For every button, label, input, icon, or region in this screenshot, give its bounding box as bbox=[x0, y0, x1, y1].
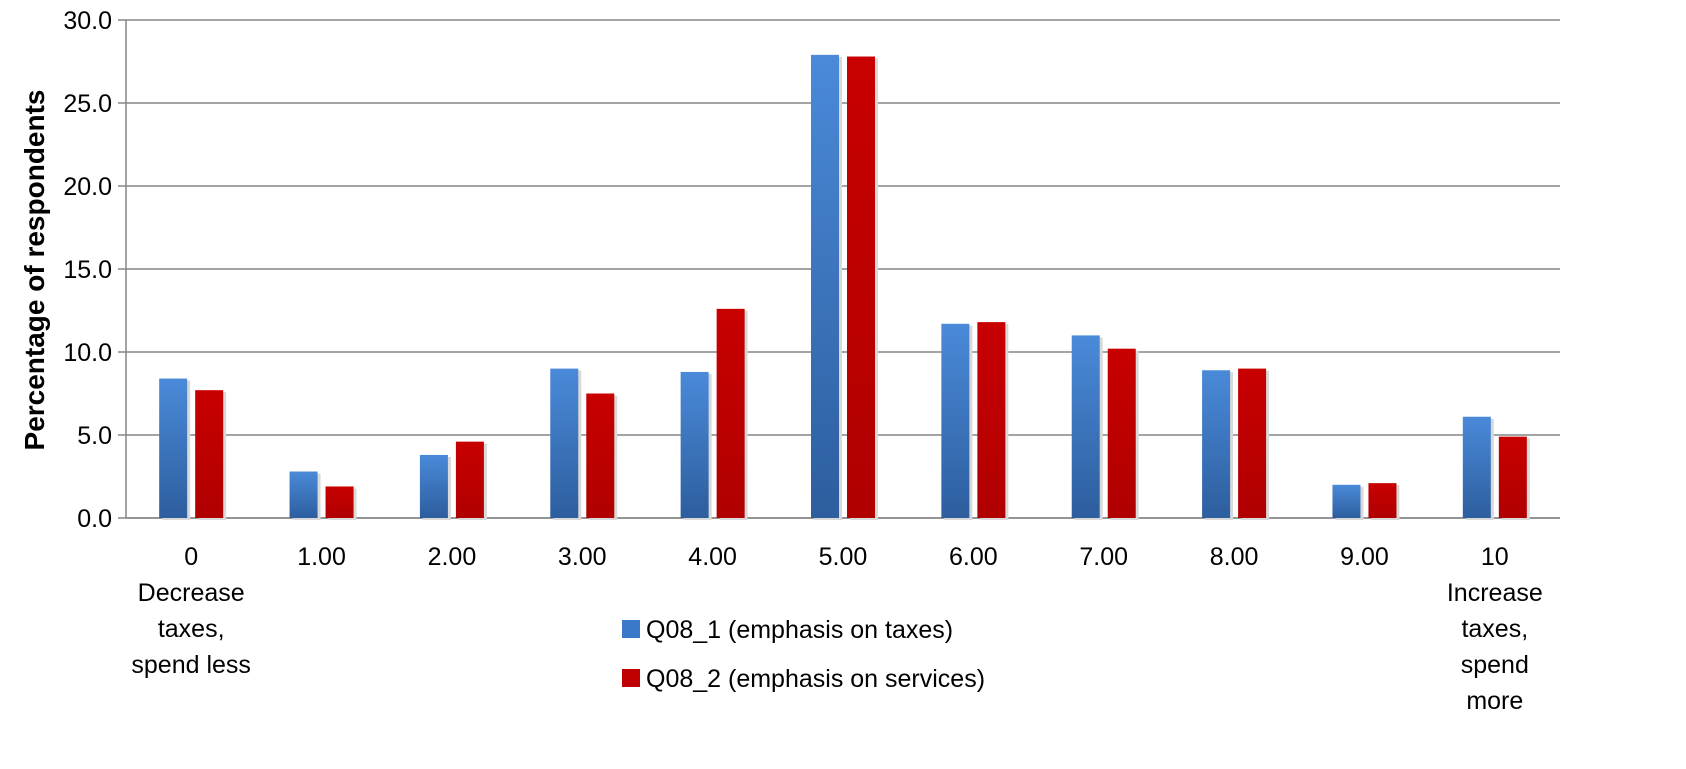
bar-taxes-7 bbox=[1071, 335, 1100, 518]
bar-taxes-4 bbox=[680, 371, 709, 518]
bar-services-3 bbox=[586, 393, 615, 518]
y-tick-label: 30.0 bbox=[63, 7, 112, 35]
x-tick-note: spend bbox=[1461, 651, 1529, 679]
legend-swatch bbox=[622, 669, 640, 687]
y-tick-label: 25.0 bbox=[63, 90, 112, 118]
x-tick-note: Decrease bbox=[138, 579, 245, 607]
x-tick-label: 7.00 bbox=[1079, 543, 1128, 571]
bar-taxes-3 bbox=[550, 368, 579, 518]
x-tick-label: 5.00 bbox=[819, 543, 868, 571]
x-tick-label: 9.00 bbox=[1340, 543, 1389, 571]
bar-services-2 bbox=[455, 441, 484, 518]
x-tick-label: 0 bbox=[184, 543, 198, 571]
bar-services-4 bbox=[716, 308, 745, 518]
bar-taxes-1 bbox=[289, 471, 318, 518]
legend-label: Q08_2 (emphasis on services) bbox=[646, 665, 985, 693]
y-axis-label: Percentage of respondents bbox=[19, 90, 50, 451]
bar-taxes-10 bbox=[1462, 416, 1491, 518]
bar-taxes-5 bbox=[811, 54, 839, 519]
x-tick-label: 2.00 bbox=[428, 543, 477, 571]
bar-services-5 bbox=[847, 56, 875, 519]
x-tick-label: 1.00 bbox=[297, 543, 346, 571]
y-tick-label: 0.0 bbox=[77, 505, 112, 533]
bar-services-9 bbox=[1368, 483, 1397, 518]
x-tick-note: more bbox=[1466, 687, 1523, 715]
x-tick-note: spend less bbox=[131, 651, 251, 679]
y-tick-label: 5.0 bbox=[77, 422, 112, 450]
bar-services-0 bbox=[195, 390, 224, 518]
bar-services-1 bbox=[325, 486, 354, 518]
x-tick-label: 6.00 bbox=[949, 543, 998, 571]
y-tick-label: 10.0 bbox=[63, 339, 112, 367]
y-tick-label: 20.0 bbox=[63, 173, 112, 201]
x-axis-labels: 0 Decrease taxes, spend less 1.00 2.00 3.00 4.0… bbox=[131, 543, 1542, 715]
legend-swatch bbox=[622, 620, 640, 638]
x-tick-note: taxes, bbox=[158, 615, 225, 643]
x-tick-label: 4.00 bbox=[688, 543, 737, 571]
bar-taxes-2 bbox=[419, 454, 448, 518]
bar-services-8 bbox=[1238, 368, 1267, 518]
bar-taxes-9 bbox=[1332, 484, 1361, 518]
x-tick-note: taxes, bbox=[1461, 615, 1528, 643]
bar-services-6 bbox=[977, 322, 1006, 518]
bars bbox=[159, 54, 1530, 521]
bar-taxes-0 bbox=[159, 378, 188, 518]
bar-taxes-8 bbox=[1202, 370, 1231, 518]
legend: Q08_1 (emphasis on taxes) Q08_2 (emphasis… bbox=[622, 616, 985, 693]
bar-services-10 bbox=[1498, 436, 1527, 518]
x-tick-label: 8.00 bbox=[1210, 543, 1259, 571]
x-tick-label: 10 bbox=[1481, 543, 1509, 571]
bar-services-7 bbox=[1107, 348, 1136, 518]
x-tick-label: 3.00 bbox=[558, 543, 607, 571]
y-tick-label: 15.0 bbox=[63, 256, 112, 284]
bar-taxes-6 bbox=[941, 323, 970, 518]
legend-label: Q08_1 (emphasis on taxes) bbox=[646, 616, 953, 644]
y-axis-ticks: 0.0 5.0 10.0 15.0 20.0 25.0 30.0 bbox=[63, 7, 112, 533]
x-tick-note: Increase bbox=[1447, 579, 1543, 607]
